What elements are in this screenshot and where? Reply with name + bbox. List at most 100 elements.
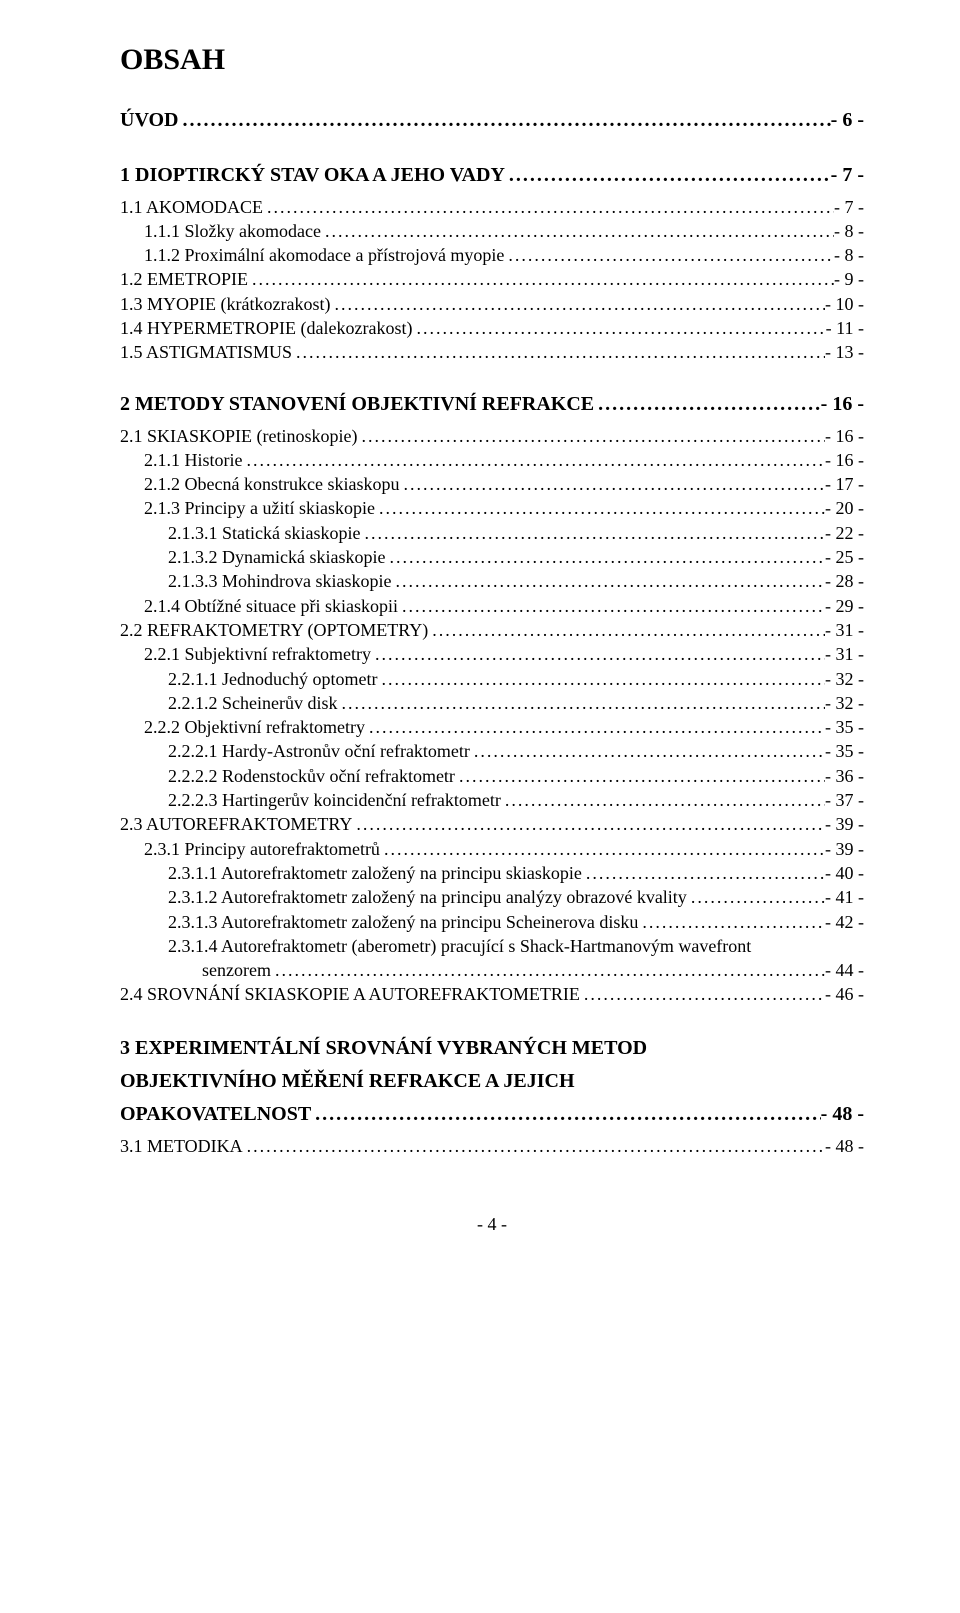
toc-entry-page: - 7 - [834,195,864,219]
toc-entry-page: - 17 - [825,472,864,496]
toc-entry: 1.1 AKOMODACE - 7 - [120,195,864,219]
toc-entry-page: - 32 - [825,667,864,691]
toc-leader-dots [455,764,825,788]
toc-entry-page: - 39 - [825,837,864,861]
toc-entry-page: - 16 - [825,424,864,448]
toc-entry: 3 EXPERIMENTÁLNÍ SROVNÁNÍ VYBRANÝCH METO… [120,1035,864,1062]
toc-entry-page: - 48 - [821,1101,864,1128]
toc-entry-page: - 42 - [825,910,864,934]
toc-leader-dots [398,594,825,618]
toc-entry: 2.2.2 Objektivní refraktometry- 35 - [120,715,864,739]
toc-leader-dots [179,107,831,134]
toc-entry-label: 1.2 EMETROPIE [120,267,248,291]
toc-entry: OBJEKTIVNÍHO MĚŘENÍ REFRAKCE A JEJICH [120,1068,864,1095]
toc-leader-dots [582,861,825,885]
toc-entry-page: - 7 - [831,162,864,189]
toc-entry-label: 2.2.2.3 Hartingerův koincidenční refrakt… [168,788,501,812]
toc-entry-page: - 36 - [825,764,864,788]
toc-entry-label: 2.2.2.2 Rodenstockův oční refraktometr [168,764,455,788]
toc-leader-dots [687,885,825,909]
toc-entry-page: - 32 - [825,691,864,715]
toc-leader-dots [271,958,825,982]
toc-leader-dots [505,162,831,189]
toc-entry: 3.1 METODIKA - 48 - [120,1134,864,1158]
toc-entry-page: - 9 - [834,267,864,291]
toc-entry-label: ÚVOD [120,107,179,134]
toc-entry-label: 2.3.1.2 Autorefraktometr založený na pri… [168,885,687,909]
toc-entry-label: 2.1.3 Principy a užití skiaskopie [144,496,375,520]
toc-entry: 2.1.1 Historie- 16 - [120,448,864,472]
toc-leader-dots [385,545,825,569]
toc-entry: 2.2.2.2 Rodenstockův oční refraktometr - … [120,764,864,788]
toc-entry-label: 2.2 REFRAKTOMETRY (OPTOMETRY) [120,618,428,642]
toc-leader-dots [292,340,825,364]
toc-entry-label: 2.1 SKIASKOPIE (retinoskopie) [120,424,357,448]
toc-entry-page: - 48 - [825,1134,864,1158]
toc-entry: OPAKOVATELNOST - 48 - [120,1101,864,1128]
toc-entry: 2.2 REFRAKTOMETRY (OPTOMETRY) - 31 - [120,618,864,642]
toc-leader-dots [428,618,825,642]
toc-entry: senzorem- 44 - [120,958,864,982]
toc-entry-label: 2.2.1.2 Scheinerův disk [168,691,337,715]
toc-leader-dots [470,739,825,763]
toc-entry-page: - 22 - [825,521,864,545]
toc-entry-page: - 46 - [825,982,864,1006]
toc-entry-page: - 31 - [825,642,864,666]
toc-entry-label: 2.1.3.1 Statická skiaskopie [168,521,360,545]
toc-entry-label: 2.3.1.1 Autorefraktometr založený na pri… [168,861,582,885]
toc-leader-dots [357,424,825,448]
document-title: OBSAH [120,40,864,81]
toc-entry: 1.1.1 Složky akomodace- 8 - [120,219,864,243]
toc-entry-page: - 25 - [825,545,864,569]
toc-entry: 2.3.1.4 Autorefraktometr (aberometr) pra… [120,934,864,958]
toc-entry: 2 METODY STANOVENÍ OBJEKTIVNÍ REFRAKCE- … [120,391,864,418]
toc-entry-page: - 6 - [831,107,864,134]
toc-entry: 1.2 EMETROPIE - 9 - [120,267,864,291]
toc-entry: 1.3 MYOPIE (krátkozrakost)- 10 - [120,292,864,316]
toc-entry-label: senzorem [202,958,271,982]
toc-entry: 2.2.2.1 Hardy-Astronův oční refraktometr… [120,739,864,763]
toc-entry: ÚVOD - 6 - [120,107,864,134]
toc-entry-label: 1.1.2 Proximální akomodace a přístrojová… [144,243,504,267]
toc-entry-label: 2.3.1.3 Autorefraktometr založený na pri… [168,910,638,934]
toc-leader-dots [365,715,825,739]
toc-leader-dots [248,267,834,291]
toc-entry-page: - 39 - [825,812,864,836]
toc-entry-label: 2 METODY STANOVENÍ OBJEKTIVNÍ REFRAKCE [120,391,594,418]
toc-leader-dots [360,521,825,545]
toc-entry-page: - 40 - [825,861,864,885]
toc-entry: 2.1.3.3 Mohindrova skiaskopie- 28 - [120,569,864,593]
toc-entry-page: - 41 - [825,885,864,909]
toc-entry: 2.2.2.3 Hartingerův koincidenční refrakt… [120,788,864,812]
toc-entry: 1 DIOPTIRCKÝ STAV OKA A JEHO VADY - 7 - [120,162,864,189]
toc-entry-page: - 13 - [825,340,864,364]
toc-leader-dots [337,691,825,715]
toc-entry-page: - 8 - [834,243,864,267]
toc-leader-dots [501,788,825,812]
toc-entry-label: 2.2.2 Objektivní refraktometry [144,715,365,739]
toc-entry-label: 1.4 HYPERMETROPIE (dalekozrakost) [120,316,412,340]
toc-entry-page: - 29 - [825,594,864,618]
toc-entry-label: 2.1.3.2 Dynamická skiaskopie [168,545,385,569]
toc-entry-page: - 10 - [825,292,864,316]
toc-entry-label: 1.5 ASTIGMATISMUS [120,340,292,364]
toc-leader-dots [594,391,821,418]
toc-entry-label: OBJEKTIVNÍHO MĚŘENÍ REFRAKCE A JEJICH [120,1068,575,1095]
toc-leader-dots [352,812,825,836]
toc-entry: 2.1 SKIASKOPIE (retinoskopie) - 16 - [120,424,864,448]
toc-entry: 1.4 HYPERMETROPIE (dalekozrakost)- 11 - [120,316,864,340]
toc-entry: 2.3.1.3 Autorefraktometr založený na pri… [120,910,864,934]
toc-entry-page: - 28 - [825,569,864,593]
toc-entry-page: - 31 - [825,618,864,642]
toc-entry: 2.3 AUTOREFRAKTOMETRY- 39 - [120,812,864,836]
toc-entry-label: 1 DIOPTIRCKÝ STAV OKA A JEHO VADY [120,162,505,189]
toc-entry-label: 1.1 AKOMODACE [120,195,263,219]
toc-leader-dots [243,448,826,472]
toc-leader-dots [311,1101,821,1128]
toc-entry-label: OPAKOVATELNOST [120,1101,311,1128]
toc-entry: 2.2.1.1 Jednoduchý optometr- 32 - [120,667,864,691]
toc-leader-dots [375,496,825,520]
toc-entry-label: 3.1 METODIKA [120,1134,243,1158]
toc-entry-label: 2.1.2 Obecná konstrukce skiaskopu [144,472,399,496]
toc-entry-label: 2.1.1 Historie [144,448,243,472]
